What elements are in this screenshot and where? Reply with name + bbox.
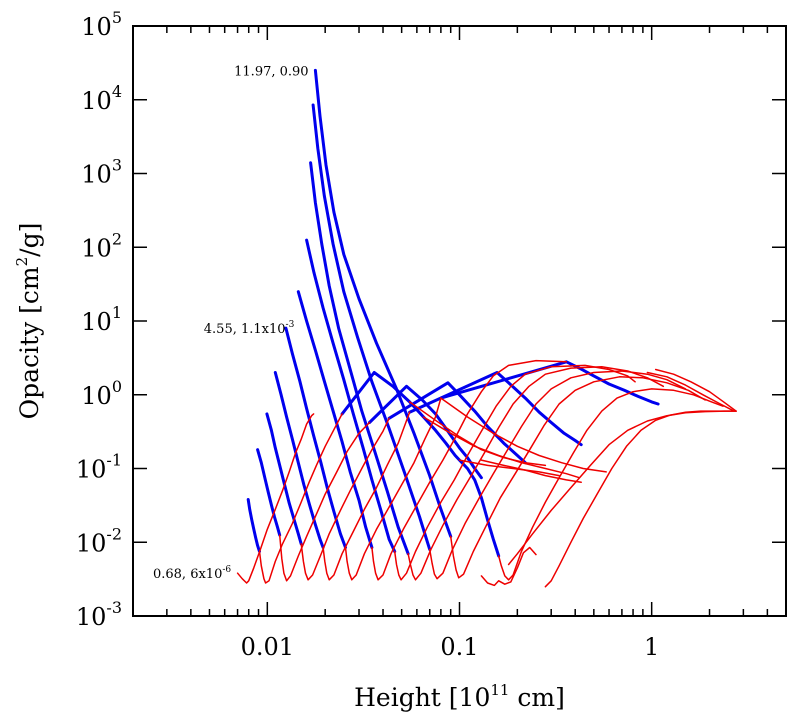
red-curve-20 [344, 397, 442, 581]
annotation-layer: 11.97, 0.90 4.55, 1.1x10-3 0.68, 6x10-6 [153, 64, 309, 582]
red-curve-27 [480, 546, 537, 587]
y-axis-title: Opacity [cm2/g] [13, 223, 44, 420]
curve-annotation-2: 0.68, 6x10-6 [153, 565, 231, 582]
tick-layer [132, 26, 787, 616]
x-tick-label: 0.1 [440, 633, 478, 661]
red-curve-35 [480, 459, 582, 484]
red-curve-22 [393, 364, 636, 581]
blue-curve-14 [439, 360, 660, 406]
red-curve-15 [236, 413, 315, 584]
blue-curve-10 [340, 371, 501, 558]
blue-curve-9 [313, 68, 453, 538]
curve-annotation-1: 4.55, 1.1x10-3 [204, 320, 295, 337]
y-tick-labels: 10-3 10-2 10-1 100 101 102 103 104 105 [76, 8, 122, 631]
y-tick-label: 103 [81, 156, 122, 189]
red-curve-30 [654, 368, 737, 412]
red-curve-25 [449, 376, 706, 579]
curve-annotation-0: 11.97, 0.90 [234, 64, 308, 79]
blue-curve-3 [273, 371, 325, 549]
blue-curve-0 [246, 498, 261, 553]
red-curve-26 [497, 388, 724, 581]
red-curve-34 [408, 401, 547, 467]
y-tick-label: 104 [81, 82, 122, 115]
y-tick-label: 101 [81, 303, 122, 336]
red-curve-29 [507, 410, 737, 566]
blue-curve-2 [265, 412, 303, 546]
y-tick-label: 102 [81, 229, 122, 262]
red-curve-16 [258, 413, 343, 584]
x-axis-title: Height [1011 cm] [354, 681, 565, 712]
y-tick-label: 10-3 [76, 598, 122, 631]
y-tick-label: 105 [81, 8, 122, 41]
red-curve-36 [458, 459, 560, 477]
plot-frame [132, 25, 787, 617]
y-tick-label: 100 [81, 377, 122, 410]
red-curve-28 [544, 410, 737, 588]
red-curve-21 [371, 359, 568, 581]
blue-curve-11 [368, 384, 483, 480]
x-tick-label: 0.01 [241, 633, 294, 661]
blue-curve-1 [256, 448, 282, 537]
red-curve-32 [440, 397, 607, 473]
red-curve-19 [322, 411, 411, 581]
y-tick-label: 10-1 [76, 451, 122, 484]
series-layer [236, 68, 737, 588]
x-tick-label: 1 [644, 633, 659, 661]
blue-curve-4 [284, 326, 347, 549]
blue-curve-13 [408, 371, 583, 447]
red-curve-17 [278, 421, 371, 582]
y-tick-label: 10-2 [76, 524, 122, 557]
red-curve-24 [428, 370, 687, 580]
blue-curve-12 [387, 381, 527, 465]
x-tick-labels: 0.01 0.1 1 [241, 633, 660, 661]
blue-curve-8 [311, 103, 432, 551]
blue-curve-6 [305, 238, 397, 553]
red-curve-18 [300, 417, 390, 581]
red-curve-31 [646, 371, 734, 412]
